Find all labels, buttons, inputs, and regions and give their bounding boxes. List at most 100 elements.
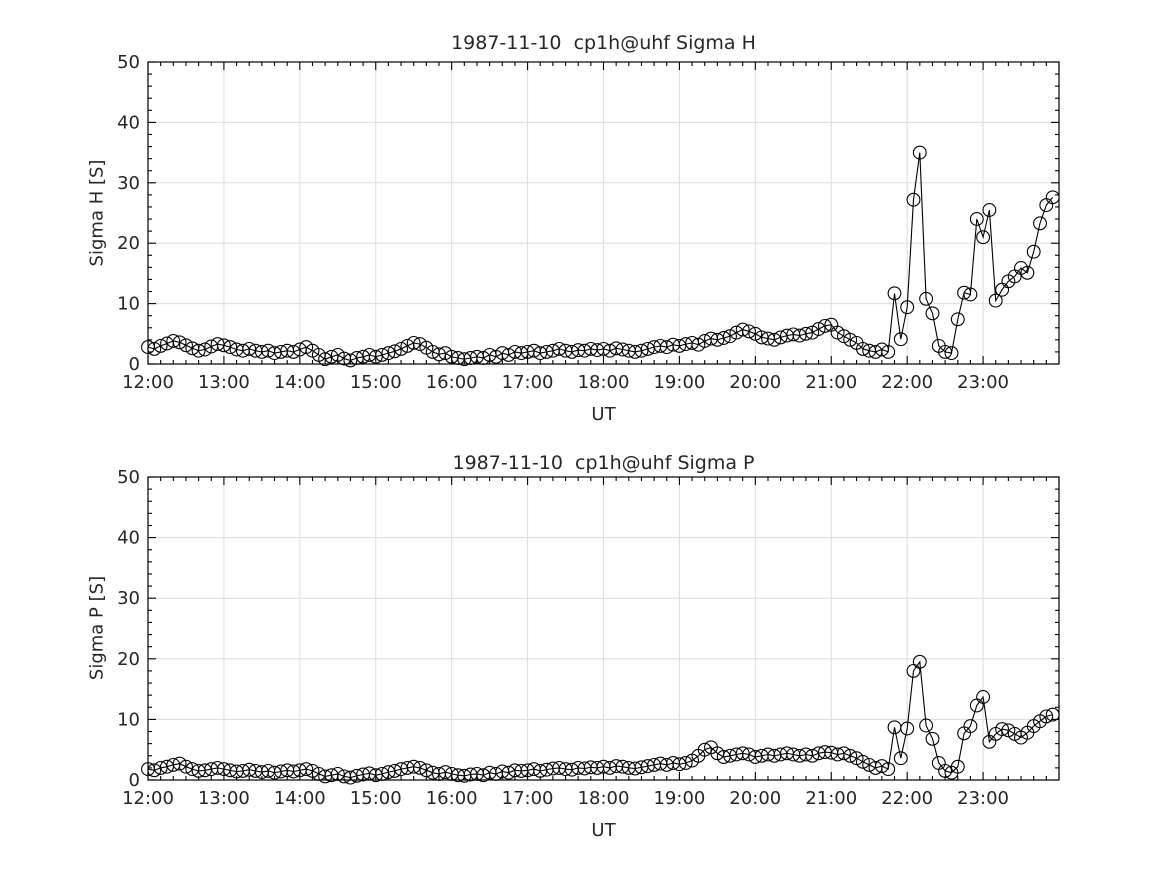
data-point-marker [1039, 709, 1054, 724]
data-point-marker [1020, 265, 1035, 280]
data-point-marker [197, 342, 212, 357]
data-point-marker [957, 285, 972, 300]
y-tick-label: 50 [117, 52, 140, 73]
data-point-marker [925, 306, 940, 321]
data-point-marker [672, 338, 687, 353]
data-point-marker [286, 344, 301, 359]
x-tick-label: 22:00 [881, 788, 933, 809]
x-tick-label: 17:00 [502, 372, 554, 393]
data-point-marker [900, 721, 915, 736]
data-point-marker [976, 230, 991, 245]
data-point-marker [394, 341, 409, 356]
x-tick-label: 14:00 [274, 372, 326, 393]
data-point-marker [982, 203, 997, 217]
data-point-marker [413, 760, 427, 775]
x-tick-label: 21:00 [805, 372, 857, 393]
y-tick-label: 30 [117, 588, 140, 609]
sigma-p-y-axis-label: Sigma P [S] [86, 575, 108, 681]
data-point-marker [855, 754, 870, 769]
x-tick-label: 12:00 [122, 788, 174, 809]
data-point-marker [912, 145, 927, 160]
data-point-marker [381, 346, 396, 361]
x-tick-label: 21:00 [805, 788, 857, 809]
data-point-marker [634, 343, 649, 358]
data-point-marker [792, 328, 807, 343]
y-tick-label: 0 [129, 354, 140, 375]
x-tick-label: 18:00 [578, 372, 630, 393]
data-point-marker [950, 312, 965, 327]
data-point-marker [716, 331, 731, 345]
x-tick-label: 22:00 [881, 372, 933, 393]
data-point-marker [672, 757, 687, 772]
data-point-marker [735, 322, 750, 337]
y-tick-label: 40 [117, 112, 140, 133]
sigma-h-title: 1987-11-10 cp1h@uhf Sigma H [451, 32, 756, 54]
data-point-marker [552, 341, 567, 356]
data-point-marker [413, 337, 427, 352]
data-point-marker [179, 759, 193, 774]
data-point-marker [995, 722, 1010, 737]
data-point-marker [919, 291, 934, 306]
data-point-marker [1033, 216, 1047, 231]
sigma-p-title: 1987-11-10 cp1h@uhf Sigma P [452, 452, 755, 474]
data-point-marker [628, 344, 643, 359]
y-tick-label: 10 [117, 294, 140, 315]
data-point-marker [191, 343, 206, 358]
data-point-marker [906, 192, 921, 207]
data-point-marker [406, 759, 421, 774]
x-tick-label: 16:00 [426, 788, 478, 809]
data-point-marker [874, 759, 889, 774]
data-point-marker [710, 332, 725, 347]
data-point-marker [963, 719, 978, 734]
data-point-marker [179, 338, 193, 353]
y-tick-label: 40 [117, 528, 140, 549]
data-point-marker [836, 746, 851, 761]
data-point-marker [938, 344, 953, 359]
data-point-marker [912, 654, 927, 669]
data-point-marker [172, 335, 187, 350]
y-tick-label: 20 [117, 233, 140, 254]
data-point-marker [767, 332, 782, 347]
data-point-marker [387, 344, 402, 359]
data-point-marker [387, 763, 402, 778]
data-point-marker [166, 334, 181, 348]
sigma-h-y-axis-label: Sigma H [S] [86, 159, 108, 267]
data-point-marker [697, 742, 712, 757]
data-point-marker [963, 287, 978, 302]
x-tick-label: 19:00 [653, 788, 705, 809]
data-point-marker [748, 326, 763, 341]
data-point-marker [723, 329, 737, 344]
data-point-marker [925, 731, 940, 746]
data-line [147, 152, 1054, 361]
data-point-marker [742, 324, 756, 339]
sigma-h-x-axis-label: UT [591, 404, 616, 425]
data-point-marker [950, 759, 965, 774]
data-point-marker [798, 326, 813, 341]
x-tick-label: 23:00 [957, 788, 1009, 809]
data-point-marker [153, 338, 168, 353]
data-point-marker [874, 342, 889, 357]
x-tick-label: 13:00 [198, 788, 250, 809]
data-point-marker [805, 748, 820, 763]
data-point-marker [318, 352, 333, 367]
y-tick-label: 10 [117, 709, 140, 730]
x-tick-label: 12:00 [122, 372, 174, 393]
x-tick-label: 14:00 [274, 788, 326, 809]
data-point-marker [881, 344, 896, 359]
y-tick-label: 0 [129, 770, 140, 791]
y-tick-label: 50 [117, 467, 140, 488]
data-point-marker [988, 293, 1003, 308]
x-tick-label: 18:00 [578, 788, 630, 809]
data-point-marker [299, 762, 314, 777]
data-point-marker [811, 322, 826, 336]
x-tick-label: 23:00 [957, 372, 1009, 393]
data-point-marker [375, 347, 390, 362]
data-point-marker [969, 212, 984, 226]
x-tick-label: 17:00 [502, 788, 554, 809]
x-tick-label: 13:00 [198, 372, 250, 393]
x-tick-label: 16:00 [426, 372, 478, 393]
data-point-marker [881, 762, 896, 777]
data-line [147, 660, 1053, 779]
data-point-marker [1026, 244, 1041, 259]
